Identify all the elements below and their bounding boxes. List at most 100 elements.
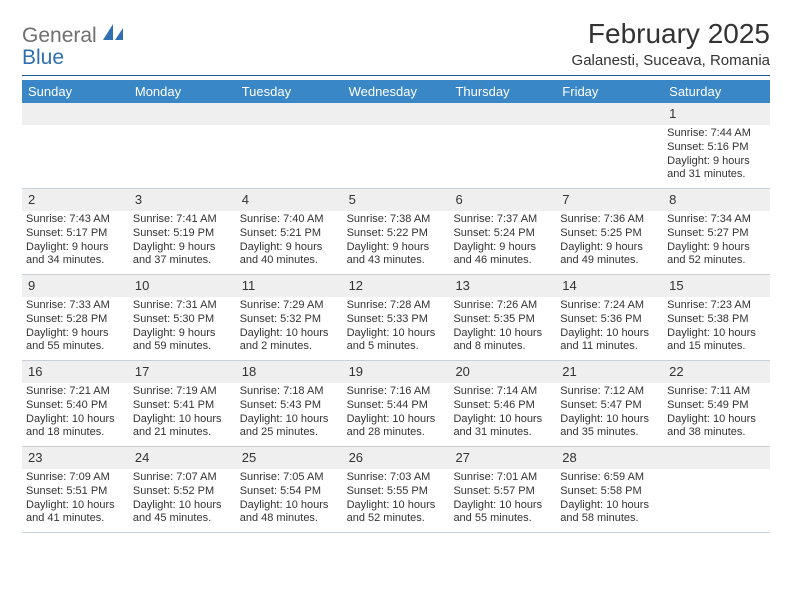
calendar-page: General Blue February 2025 Galanesti, Su… (0, 0, 792, 533)
daylight-text: Daylight: 10 hours and 38 minutes. (667, 413, 766, 441)
sunset-text: Sunset: 5:19 PM (133, 227, 232, 241)
day-number: 27 (455, 450, 469, 465)
sunset-text: Sunset: 5:32 PM (240, 313, 339, 327)
day-content: Sunrise: 7:33 AMSunset: 5:28 PMDaylight:… (26, 299, 125, 354)
sunrise-text: Sunrise: 7:03 AM (347, 471, 446, 485)
sunset-text: Sunset: 5:57 PM (453, 485, 552, 499)
day-number-bar: 11 (236, 275, 343, 297)
day-number: 14 (562, 278, 576, 293)
day-content: Sunrise: 7:03 AMSunset: 5:55 PMDaylight:… (347, 471, 446, 526)
day-number-bar (663, 447, 770, 469)
day-number-bar (343, 103, 450, 125)
day-content: Sunrise: 7:09 AMSunset: 5:51 PMDaylight:… (26, 471, 125, 526)
sunset-text: Sunset: 5:43 PM (240, 399, 339, 413)
sunrise-text: Sunrise: 7:19 AM (133, 385, 232, 399)
day-content: Sunrise: 7:41 AMSunset: 5:19 PMDaylight:… (133, 213, 232, 268)
day-number-bar: 4 (236, 189, 343, 211)
sunrise-text: Sunrise: 7:40 AM (240, 213, 339, 227)
weekday-friday: Friday (556, 80, 663, 103)
day-cell-24: 24 Sunrise: 7:07 AMSunset: 5:52 PMDayligh… (129, 447, 236, 532)
day-cell-17: 17Sunrise: 7:19 AMSunset: 5:41 PMDayligh… (129, 361, 236, 446)
sunrise-text: Sunrise: 7:26 AM (453, 299, 552, 313)
day-cell-1: 1 Sunrise: 7:44 AMSunset: 5:16 PMDaylight… (663, 103, 770, 188)
sunset-text: Sunset: 5:49 PM (667, 399, 766, 413)
day-number: 6 (455, 192, 462, 207)
sunrise-text: Sunrise: 7:14 AM (453, 385, 552, 399)
logo: General Blue (22, 18, 125, 69)
header-rule (22, 75, 770, 76)
day-content: Sunrise: 7:26 AMSunset: 5:35 PMDaylight:… (453, 299, 552, 354)
day-cell-28: 28 Sunrise: 6:59 AMSunset: 5:58 PMDayligh… (556, 447, 663, 532)
day-number: 13 (455, 278, 469, 293)
daylight-text: Daylight: 9 hours and 55 minutes. (26, 327, 125, 355)
day-content: Sunrise: 7:31 AMSunset: 5:30 PMDaylight:… (133, 299, 232, 354)
sunrise-text: Sunrise: 6:59 AM (560, 471, 659, 485)
day-number-bar: 12 (343, 275, 450, 297)
daylight-text: Daylight: 10 hours and 31 minutes. (453, 413, 552, 441)
day-cell-22: 22Sunrise: 7:11 AMSunset: 5:49 PMDayligh… (663, 361, 770, 446)
header: General Blue February 2025 Galanesti, Su… (22, 18, 770, 69)
day-number (349, 106, 353, 121)
day-number-bar: 8 (663, 189, 770, 211)
daylight-text: Daylight: 10 hours and 45 minutes. (133, 499, 232, 527)
sunset-text: Sunset: 5:28 PM (26, 313, 125, 327)
day-cell-21: 21Sunrise: 7:12 AMSunset: 5:47 PMDayligh… (556, 361, 663, 446)
sunrise-text: Sunrise: 7:37 AM (453, 213, 552, 227)
day-cell-5: 5 Sunrise: 7:38 AMSunset: 5:22 PMDaylight… (343, 189, 450, 274)
day-number-bar (449, 103, 556, 125)
day-number: 23 (28, 450, 42, 465)
day-number-bar: 5 (343, 189, 450, 211)
day-content: Sunrise: 7:28 AMSunset: 5:33 PMDaylight:… (347, 299, 446, 354)
day-cell-empty (663, 447, 770, 532)
daylight-text: Daylight: 10 hours and 2 minutes. (240, 327, 339, 355)
day-number: 9 (28, 278, 35, 293)
day-content: Sunrise: 7:38 AMSunset: 5:22 PMDaylight:… (347, 213, 446, 268)
sunrise-text: Sunrise: 7:38 AM (347, 213, 446, 227)
daylight-text: Daylight: 9 hours and 52 minutes. (667, 241, 766, 269)
day-number: 12 (349, 278, 363, 293)
day-number: 24 (135, 450, 149, 465)
day-content: Sunrise: 7:21 AMSunset: 5:40 PMDaylight:… (26, 385, 125, 440)
day-cell-13: 13 Sunrise: 7:26 AMSunset: 5:35 PMDayligh… (449, 275, 556, 360)
day-content: Sunrise: 6:59 AMSunset: 5:58 PMDaylight:… (560, 471, 659, 526)
sunset-text: Sunset: 5:25 PM (560, 227, 659, 241)
sunrise-text: Sunrise: 7:33 AM (26, 299, 125, 313)
day-cell-9: 9 Sunrise: 7:33 AMSunset: 5:28 PMDaylight… (22, 275, 129, 360)
day-number-bar: 1 (663, 103, 770, 125)
weekday-saturday: Saturday (663, 80, 770, 103)
weekday-wednesday: Wednesday (343, 80, 450, 103)
day-cell-3: 3Sunrise: 7:41 AMSunset: 5:19 PMDaylight… (129, 189, 236, 274)
daylight-text: Daylight: 9 hours and 40 minutes. (240, 241, 339, 269)
day-number-bar: 24 (129, 447, 236, 469)
sunrise-text: Sunrise: 7:23 AM (667, 299, 766, 313)
day-number: 1 (669, 106, 676, 121)
sunset-text: Sunset: 5:52 PM (133, 485, 232, 499)
day-content: Sunrise: 7:23 AMSunset: 5:38 PMDaylight:… (667, 299, 766, 354)
daylight-text: Daylight: 9 hours and 46 minutes. (453, 241, 552, 269)
day-number-bar: 20 (449, 361, 556, 383)
weekday-monday: Monday (129, 80, 236, 103)
day-number: 5 (349, 192, 356, 207)
weeks-container: 1 Sunrise: 7:44 AMSunset: 5:16 PMDaylight… (22, 103, 770, 533)
day-number-bar: 22 (663, 361, 770, 383)
day-number-bar: 10 (129, 275, 236, 297)
daylight-text: Daylight: 10 hours and 52 minutes. (347, 499, 446, 527)
day-number-bar (236, 103, 343, 125)
day-content: Sunrise: 7:44 AMSunset: 5:16 PMDaylight:… (667, 127, 766, 182)
day-number-bar: 25 (236, 447, 343, 469)
day-content: Sunrise: 7:07 AMSunset: 5:52 PMDaylight:… (133, 471, 232, 526)
sunrise-text: Sunrise: 7:05 AM (240, 471, 339, 485)
daylight-text: Daylight: 9 hours and 31 minutes. (667, 155, 766, 183)
daylight-text: Daylight: 10 hours and 48 minutes. (240, 499, 339, 527)
sunset-text: Sunset: 5:44 PM (347, 399, 446, 413)
sunrise-text: Sunrise: 7:43 AM (26, 213, 125, 227)
sunset-text: Sunset: 5:16 PM (667, 141, 766, 155)
day-cell-19: 19Sunrise: 7:16 AMSunset: 5:44 PMDayligh… (343, 361, 450, 446)
day-cell-12: 12 Sunrise: 7:28 AMSunset: 5:33 PMDayligh… (343, 275, 450, 360)
day-number: 11 (242, 278, 256, 293)
weekday-tuesday: Tuesday (236, 80, 343, 103)
day-number: 28 (562, 450, 576, 465)
daylight-text: Daylight: 9 hours and 49 minutes. (560, 241, 659, 269)
day-number-bar: 18 (236, 361, 343, 383)
calendar: SundayMondayTuesdayWednesdayThursdayFrid… (22, 80, 770, 533)
